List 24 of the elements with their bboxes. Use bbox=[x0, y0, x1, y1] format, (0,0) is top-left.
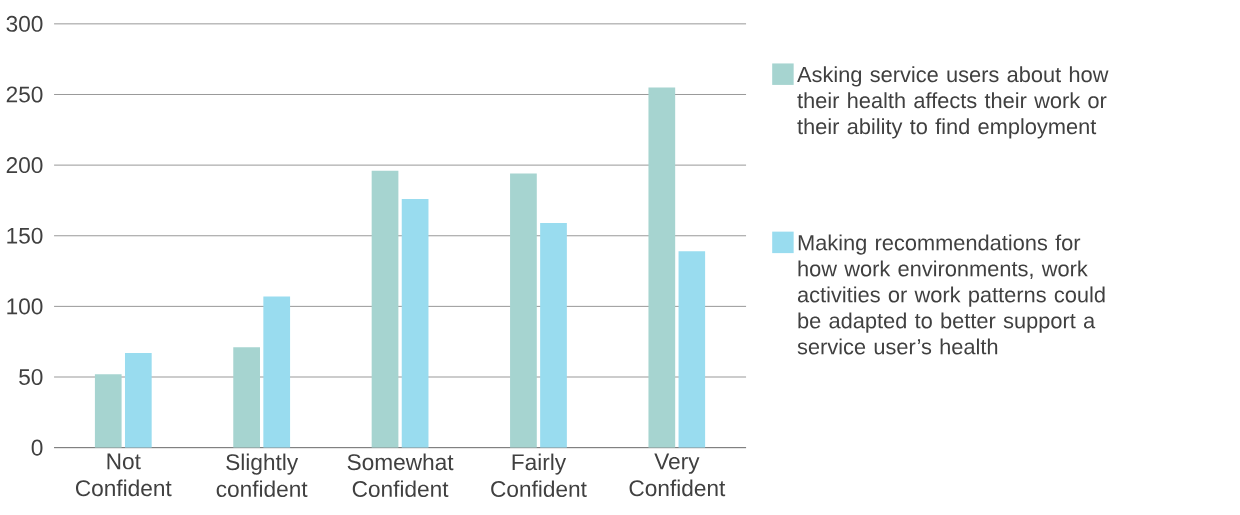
bar bbox=[540, 222, 567, 448]
bar bbox=[371, 170, 399, 448]
y-tick-label: 150 bbox=[7, 227, 43, 244]
legend-label: Making recommendations for how work environments, work activities or work patterns could be adapted to better support a service user’s health bbox=[797, 234, 1105, 355]
bar bbox=[94, 373, 122, 448]
x-tick-label: Very Confident bbox=[629, 453, 726, 496]
y-tick-label: 200 bbox=[6, 156, 43, 173]
bar bbox=[510, 173, 537, 448]
legend-label: Asking service users about how their health affects their work or their ability to find employment bbox=[797, 66, 1109, 139]
x-tick-label: Not Confident bbox=[75, 453, 172, 496]
y-tick-label: 50 bbox=[19, 368, 43, 385]
y-tick-label: 0 bbox=[31, 439, 43, 456]
bar bbox=[648, 87, 676, 448]
bar bbox=[233, 347, 260, 448]
y-tick-label: 100 bbox=[7, 298, 43, 315]
x-tick-label: Fairly Confident bbox=[491, 453, 587, 497]
bar bbox=[678, 251, 706, 448]
x-tick-label: Somewhat Confident bbox=[347, 453, 454, 497]
bar bbox=[401, 198, 429, 448]
y-tick-label: 250 bbox=[6, 86, 43, 103]
bar bbox=[263, 296, 291, 448]
x-tick-label: Slightly confident bbox=[216, 453, 308, 497]
bar bbox=[124, 352, 152, 448]
y-tick-label: 300 bbox=[6, 15, 43, 32]
